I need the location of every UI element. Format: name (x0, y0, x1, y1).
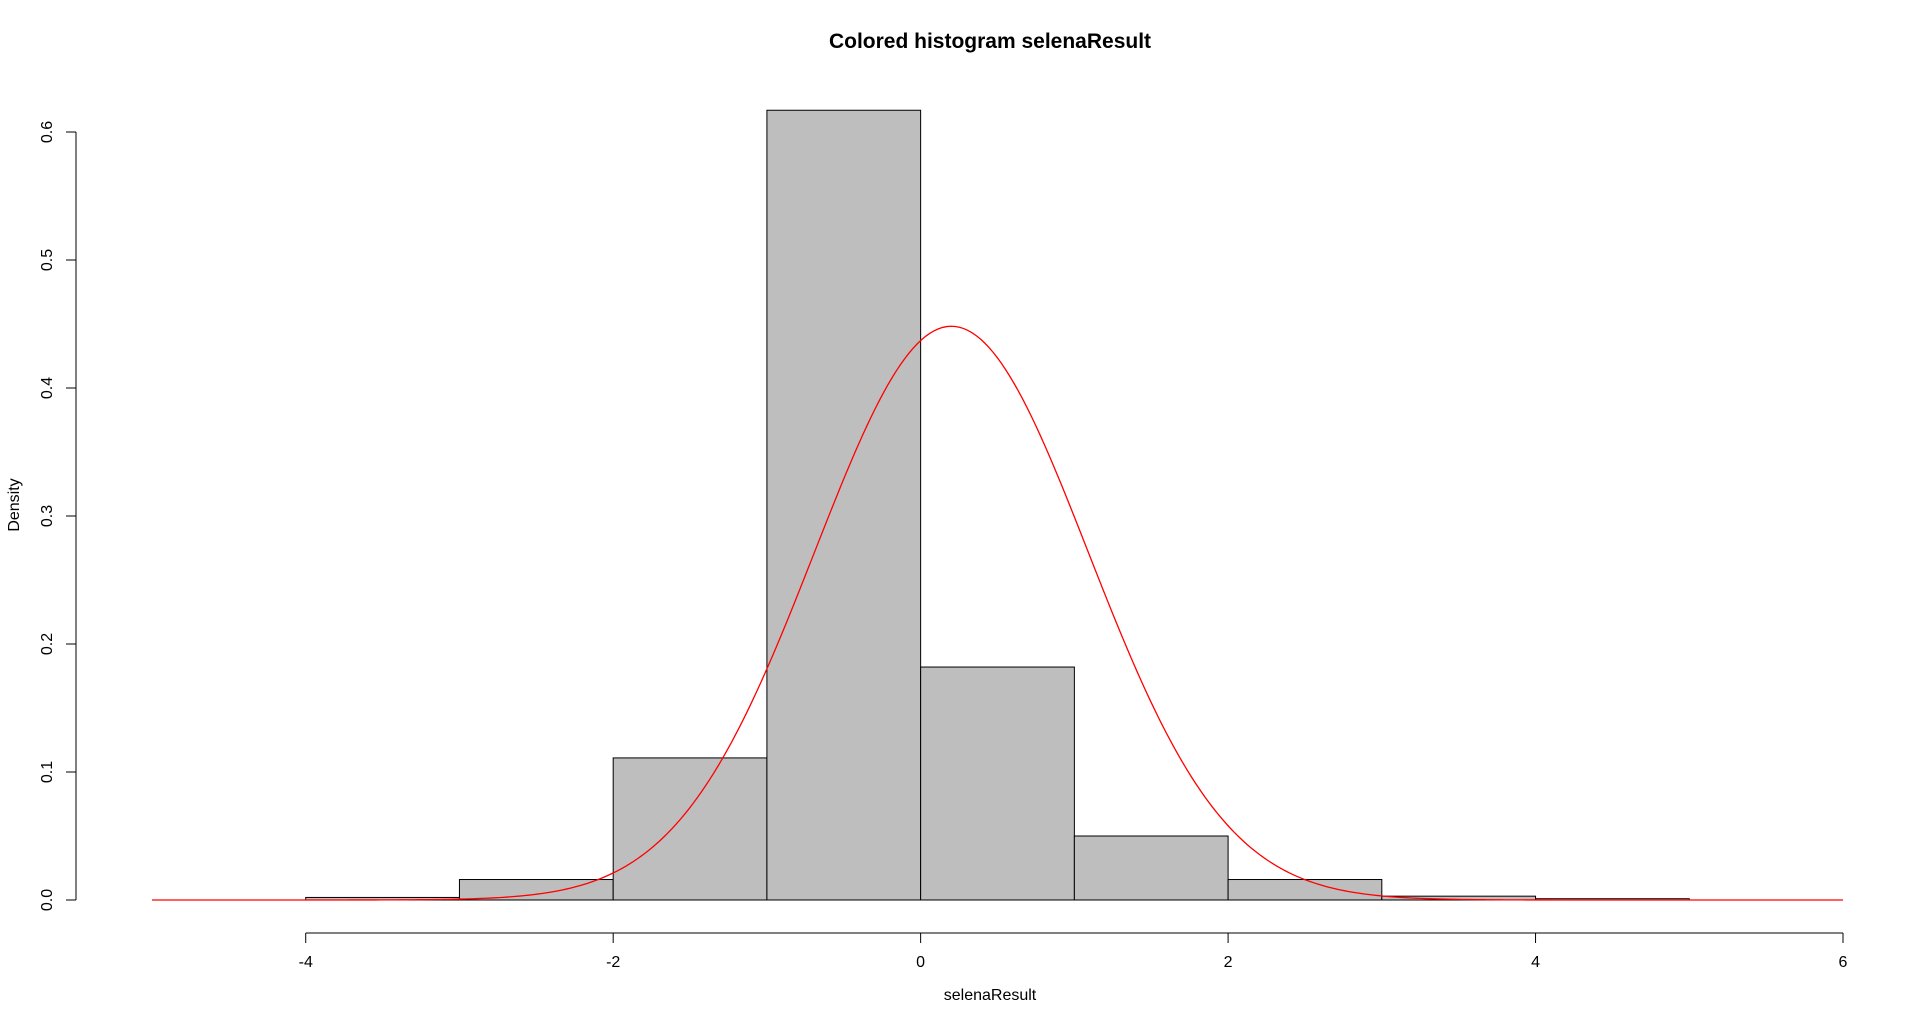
x-axis: -4 -2 0 2 4 6 (299, 932, 1848, 971)
histogram-bars (305, 109, 1690, 901)
y-tick-label: 0.0 (39, 889, 56, 911)
x-tick-label: -2 (606, 954, 620, 971)
histogram-bar (766, 109, 922, 901)
x-tick-label: 2 (1224, 954, 1233, 971)
x-tick-label: 4 (1531, 954, 1540, 971)
histogram-bar (612, 757, 768, 901)
histogram-bar (1073, 835, 1229, 901)
x-tick-label: -4 (299, 954, 313, 971)
y-tick-label: 0.2 (39, 633, 56, 655)
y-axis: 0.0 0.1 0.2 0.3 0.4 0.5 0.6 (39, 121, 77, 911)
y-tick-label: 0.1 (39, 761, 56, 783)
chart-title: Colored histogram selenaResult (829, 30, 1151, 53)
x-tick-label: 0 (916, 954, 925, 971)
x-axis-label: selenaResult (944, 987, 1037, 1004)
density-curve (152, 325, 1843, 901)
x-tick-label: 6 (1839, 954, 1848, 971)
y-tick-label: 0.3 (39, 505, 56, 527)
y-tick-label: 0.5 (39, 249, 56, 271)
plot-area: -4 -2 0 2 4 6 0.0 0.1 0.2 0.3 0.4 0.5 0.6 (39, 109, 1848, 971)
histogram-bar (1227, 879, 1383, 901)
y-tick-label: 0.6 (39, 121, 56, 143)
histogram-bar (920, 666, 1075, 901)
y-tick-label: 0.4 (39, 377, 56, 399)
y-axis-label: Density (6, 478, 23, 531)
